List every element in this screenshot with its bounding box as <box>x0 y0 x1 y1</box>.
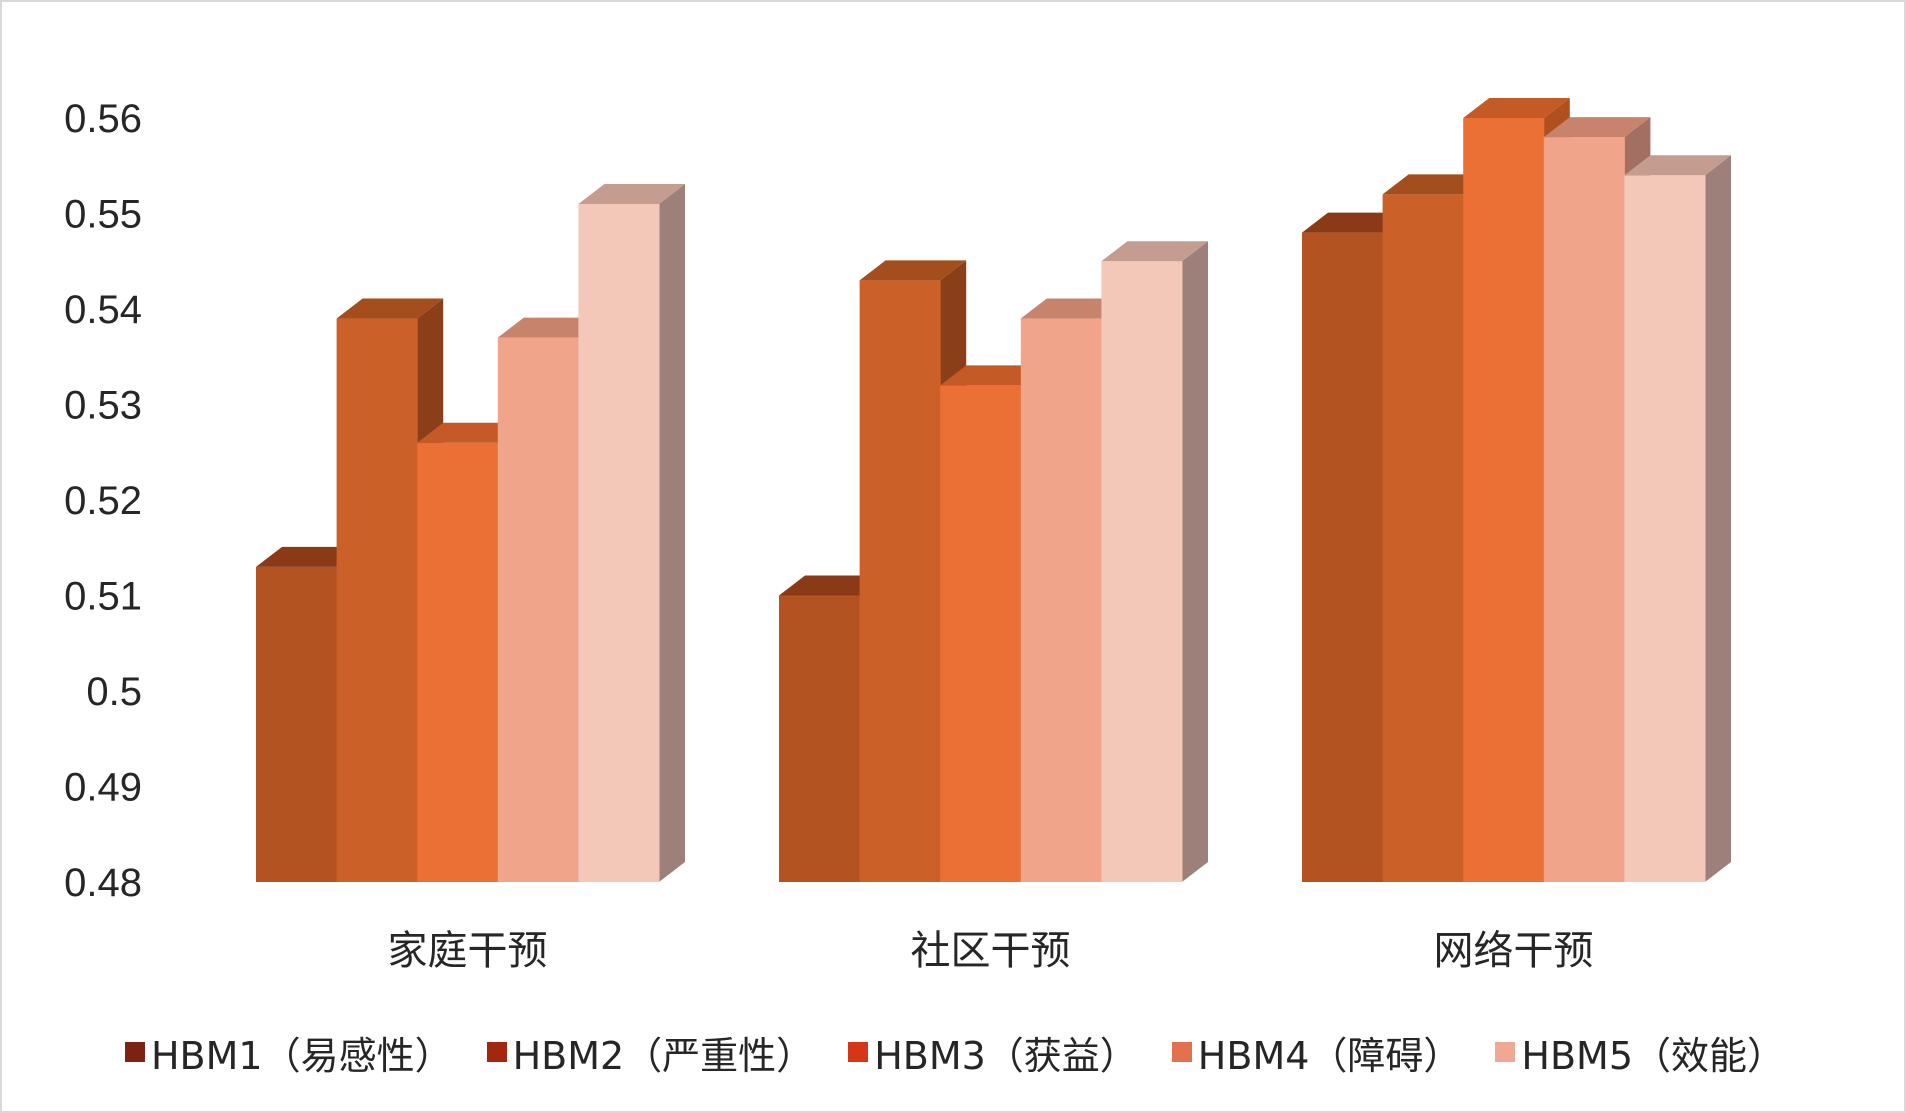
bar-front-face <box>1302 232 1384 883</box>
bar-top-face <box>578 183 685 204</box>
y-tick-label: 0.49 <box>64 766 142 810</box>
y-axis: 0.48 0.49 0.5 0.51 0.52 0.53 0.54 0.55 0.56 <box>64 97 142 905</box>
bar-top-face <box>256 546 363 567</box>
legend-item: HBM5（效能） <box>1495 1025 1785 1080</box>
bar-front-face <box>497 337 579 882</box>
bar <box>1101 241 1208 882</box>
bar-front-face <box>1382 194 1464 882</box>
bar-group <box>779 241 1208 883</box>
bar-side-face <box>659 183 685 882</box>
bar <box>1624 155 1731 883</box>
bar-top-face <box>1382 174 1490 195</box>
x-axis: 家庭干预 社区干预 网络干预 <box>388 928 1594 974</box>
bar-top-face <box>1624 155 1731 176</box>
legend-label: HBM2（严重性） <box>512 1033 815 1078</box>
bar-front-face <box>940 385 1022 882</box>
bar-group <box>1302 98 1731 883</box>
y-tick-label: 0.51 <box>64 575 142 619</box>
bar-top-face <box>497 317 605 338</box>
bars-group <box>256 98 1731 883</box>
bar-top-face <box>1463 98 1570 118</box>
bar-top-face <box>336 298 444 319</box>
legend-label: HBM3（获益） <box>874 1033 1138 1078</box>
x-category-label: 社区干预 <box>911 928 1071 974</box>
legend-label: HBM1（易感性） <box>150 1033 453 1078</box>
bar-side-face <box>1705 155 1731 883</box>
bar-top-face <box>1020 298 1128 319</box>
bar-top-face <box>779 575 886 596</box>
bar-top-face <box>1302 212 1409 233</box>
y-tick-label: 0.48 <box>64 861 142 905</box>
bar-front-face <box>1020 318 1102 882</box>
bar-top-face <box>1543 117 1651 138</box>
y-tick-label: 0.54 <box>64 288 142 332</box>
bar-front-face <box>578 203 660 882</box>
bar-top-face <box>859 260 967 281</box>
legend-item: HBM3（获益） <box>848 1025 1138 1080</box>
legend-label: HBM4（障碍） <box>1197 1033 1462 1078</box>
bar-front-face <box>1624 175 1706 883</box>
bar-front-face <box>1101 261 1183 882</box>
bar-top-face <box>1101 241 1208 262</box>
legend-swatch <box>1495 1042 1516 1062</box>
legend-item: HBM2（严重性） <box>486 1025 815 1080</box>
bar-front-face <box>1463 118 1545 882</box>
bar-front-face <box>859 280 941 883</box>
legend-label: HBM5（效能） <box>1521 1033 1786 1078</box>
y-tick-label: 0.5 <box>86 670 142 714</box>
bar <box>578 183 685 882</box>
y-tick-label: 0.55 <box>64 193 142 237</box>
y-tick-label: 0.56 <box>64 97 142 141</box>
bar-front-face <box>417 442 499 882</box>
bar-front-face <box>779 595 861 882</box>
legend-swatch <box>486 1042 507 1062</box>
y-tick-label: 0.52 <box>64 479 142 523</box>
legend-item: HBM1（易感性） <box>124 1025 453 1080</box>
legend-swatch <box>848 1042 869 1062</box>
bar-top-face <box>417 422 524 443</box>
x-category-label: 家庭干预 <box>388 928 548 974</box>
bar-front-face <box>256 566 338 882</box>
bar-top-face <box>940 365 1047 386</box>
bar-chart: 0.48 0.49 0.5 0.51 0.52 0.53 0.54 0.55 0.56 家庭干预… <box>64 97 1731 974</box>
legend-item: HBM4（障碍） <box>1171 1025 1462 1080</box>
bar-front-face <box>336 318 418 882</box>
bar-side-face <box>1182 241 1208 882</box>
legend-swatch <box>124 1042 145 1062</box>
x-category-label: 网络干预 <box>1434 928 1594 974</box>
bar-front-face <box>1543 137 1625 883</box>
legend: HBM1（易感性） HBM2（严重性） HBM3（获益） HBM4（障碍） HBM5（效… <box>2 1022 1906 1082</box>
y-tick-label: 0.53 <box>64 384 142 428</box>
legend-swatch <box>1171 1042 1192 1062</box>
bar-group <box>256 183 685 882</box>
